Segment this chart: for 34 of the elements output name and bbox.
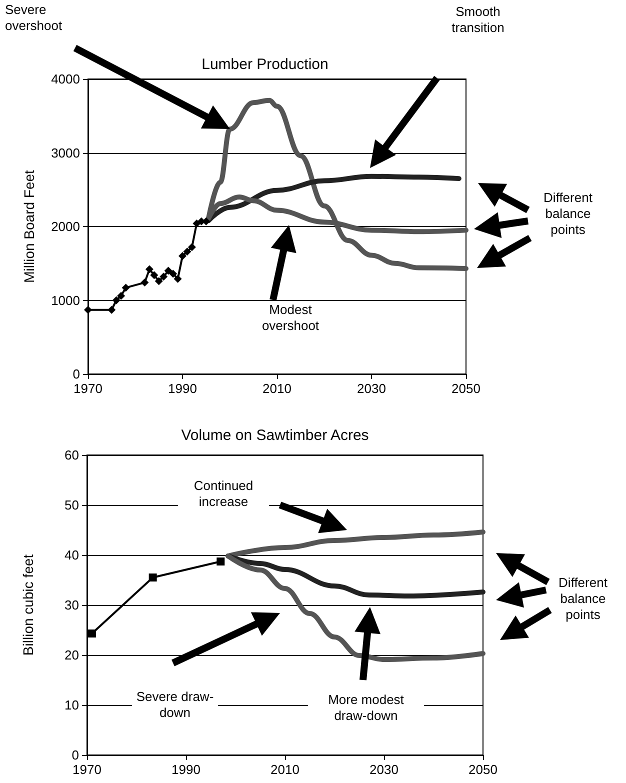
y-axis-title: Million Board Feet bbox=[21, 170, 37, 283]
x-tick-label: 2030 bbox=[370, 762, 398, 777]
x-tick-label: 1970 bbox=[72, 762, 102, 777]
y-axis-title: Billion cubic feet bbox=[20, 554, 36, 656]
y-tick-label: 0 bbox=[72, 748, 79, 762]
annotation: Severe draw-down bbox=[132, 689, 218, 721]
x-tick-label: 2010 bbox=[270, 762, 300, 777]
y-tick-label: 4000 bbox=[51, 72, 80, 86]
text: Smooth transition bbox=[430, 4, 526, 36]
x-tick-label: 2050 bbox=[468, 762, 498, 777]
y-tick-label: 30 bbox=[64, 598, 79, 612]
x-tick-label: 2030 bbox=[357, 381, 386, 396]
text: Different balance points bbox=[545, 575, 621, 623]
chart-title: Lumber Production bbox=[202, 56, 328, 73]
y-tick-label: 60 bbox=[64, 448, 79, 462]
y-tick-label: 2000 bbox=[51, 219, 80, 234]
annotation: Modest overshoot bbox=[245, 302, 336, 334]
annotation: Continued increase bbox=[178, 478, 269, 510]
x-tick-label: 1990 bbox=[172, 762, 200, 777]
y-tick-label: 0 bbox=[72, 366, 80, 382]
text: Severe overshoot bbox=[2, 2, 78, 34]
y-tick-label: 3000 bbox=[51, 145, 80, 160]
y-tick-label: 1000 bbox=[51, 292, 80, 308]
x-tick-label: 2050 bbox=[452, 381, 480, 396]
x-tick-label: 1990 bbox=[168, 381, 197, 396]
y-tick-label: 50 bbox=[64, 498, 79, 512]
chart-title: Volume on Sawtimber Acres bbox=[181, 427, 369, 444]
x-tick-label: 1970 bbox=[74, 381, 102, 396]
y-tick-label: 40 bbox=[64, 548, 79, 562]
y-tick-label: 20 bbox=[64, 648, 79, 662]
annotation: More modest draw-down bbox=[308, 692, 424, 724]
x-tick-label: 2010 bbox=[262, 381, 292, 396]
text: Different balance points bbox=[530, 190, 606, 238]
y-tick-label: 10 bbox=[64, 698, 79, 712]
